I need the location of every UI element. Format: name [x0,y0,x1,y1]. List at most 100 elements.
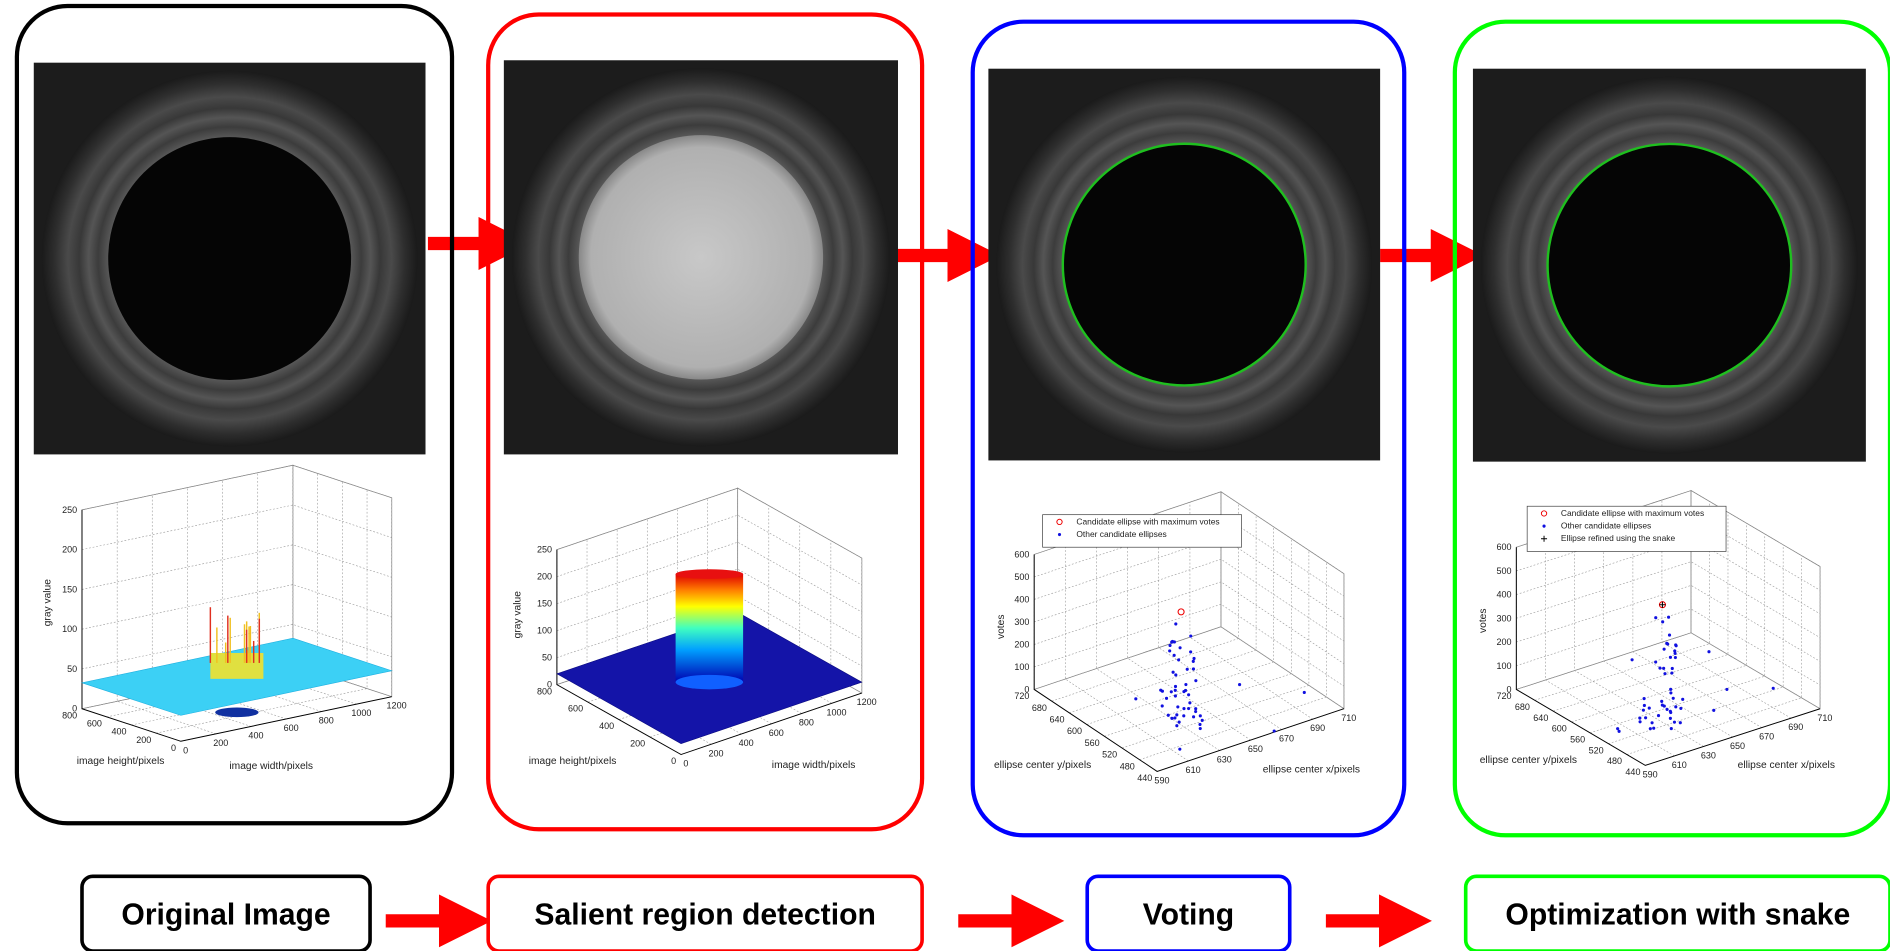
vote-dot [1638,717,1641,720]
legend-marker [1058,533,1061,536]
x-tick-label: 630 [1217,755,1232,765]
vote-dot [1168,649,1171,652]
z-tick-label: 500 [1496,566,1511,576]
vote-dot [1192,667,1195,670]
plot: 0100200300400500600590610630650670690710… [994,492,1360,786]
z-tick-label: 300 [1014,617,1029,627]
y-tick-label: 600 [87,719,102,729]
z-tick-label: 500 [1014,572,1029,582]
vote-dot [1159,689,1162,692]
vote-dot [1192,660,1195,663]
y-tick-label: 520 [1102,750,1117,760]
x-tick-label: 590 [1154,775,1169,785]
vote-dot [1172,671,1175,674]
x-tick-label: 400 [248,730,263,740]
vote-dot [1662,667,1665,670]
vote-dot [1177,658,1180,661]
y-tick-label: 480 [1607,756,1622,766]
vote-dot [1187,707,1190,710]
vote-dot [1707,650,1710,653]
z-tick-label: 100 [62,624,77,634]
vote-dot [1648,707,1651,710]
stage-label: Optimization with snake [1505,898,1850,931]
panel: 0100200300400500600590610630650670690710… [1455,22,1890,951]
vote-dot [1173,654,1176,657]
y-tick-label: 520 [1589,745,1604,755]
cylinder-base [676,675,743,689]
vote-dot [1681,698,1684,701]
vote-dot [1661,620,1664,623]
page: {"panels":[ {"label":"Original Image","p… [0,0,1890,951]
x-tick-label: 0 [183,745,188,755]
vote-dot [1666,643,1669,646]
y-tick-label: 0 [171,743,176,753]
vote-dot [1182,690,1185,693]
vote-dot [1198,723,1201,726]
vote-dot [1182,714,1185,717]
axis-label: ellipse center y/pixels [1480,755,1577,766]
vote-dot [1673,721,1676,724]
plot: 0501001502002500200400600800100012008006… [513,488,877,771]
vote-dot [1644,716,1647,719]
vote-dot [1666,708,1669,711]
vote-dot [1192,657,1195,660]
surface-bump [210,653,263,679]
axis-label: ellipse center x/pixels [1263,765,1360,776]
vote-dot [1679,721,1682,724]
vote-dot [1669,717,1672,720]
y-tick-label: 720 [1496,691,1511,701]
axis-label: image width/pixels [229,761,313,772]
x-tick-label: 1200 [857,697,877,707]
vote-dot [1616,727,1619,730]
y-tick-label: 720 [1014,691,1029,701]
vote-dot [1658,667,1661,670]
vote-dot [1165,697,1168,700]
x-tick-label: 800 [319,716,334,726]
vote-dot [1674,656,1677,659]
z-tick-label: 150 [62,584,77,594]
vote-dot [1184,683,1187,686]
x-tick-label: 710 [1341,713,1356,723]
vote-dot [1189,634,1192,637]
vote-dot [1187,693,1190,696]
plot: 0501001502002500200400600800100012008006… [43,465,407,772]
y-tick-label: 0 [671,756,676,766]
vote-dot [1199,714,1202,717]
vote-dot [1273,729,1276,732]
cylinder [676,574,743,682]
axis-label: gray value [513,591,524,639]
vote-dot [1238,683,1241,686]
vote-dot [1174,689,1177,692]
vote-dot [1174,694,1177,697]
vote-dot [1667,616,1670,619]
y-tick-label: 640 [1533,713,1548,723]
y-tick-label: 200 [630,739,645,749]
y-tick-label: 680 [1515,702,1530,712]
vote-dot [1674,705,1677,708]
panel: 0501001502002500200400600800100012008006… [488,14,922,951]
y-tick-label: 440 [1625,767,1640,777]
x-tick-label: 630 [1701,751,1716,761]
vote-dot [1669,688,1672,691]
vote-dot [1725,688,1728,691]
axis-label: votes [996,615,1007,639]
y-tick-label: 400 [599,721,614,731]
vote-dot [1167,714,1170,717]
vote-dot [1657,714,1660,717]
stage-label: Salient region detection [534,898,875,931]
y-tick-label: 600 [1552,724,1567,734]
x-tick-label: 610 [1672,760,1687,770]
vote-dot [1174,685,1177,688]
y-tick-label: 440 [1137,773,1152,783]
x-tick-label: 590 [1643,769,1658,779]
z-tick-label: 250 [62,505,77,515]
legend-label: Other candidate ellipses [1076,529,1166,539]
y-tick-label: 480 [1120,761,1135,771]
x-tick-label: 600 [769,728,784,738]
legend-label: Candidate ellipse with maximum votes [1561,508,1704,518]
vote-dot [1170,690,1173,693]
z-tick-label: 100 [537,626,552,636]
axis-label: ellipse center y/pixels [994,760,1091,771]
vote-dot [1661,704,1664,707]
vote-dot [1618,730,1621,733]
